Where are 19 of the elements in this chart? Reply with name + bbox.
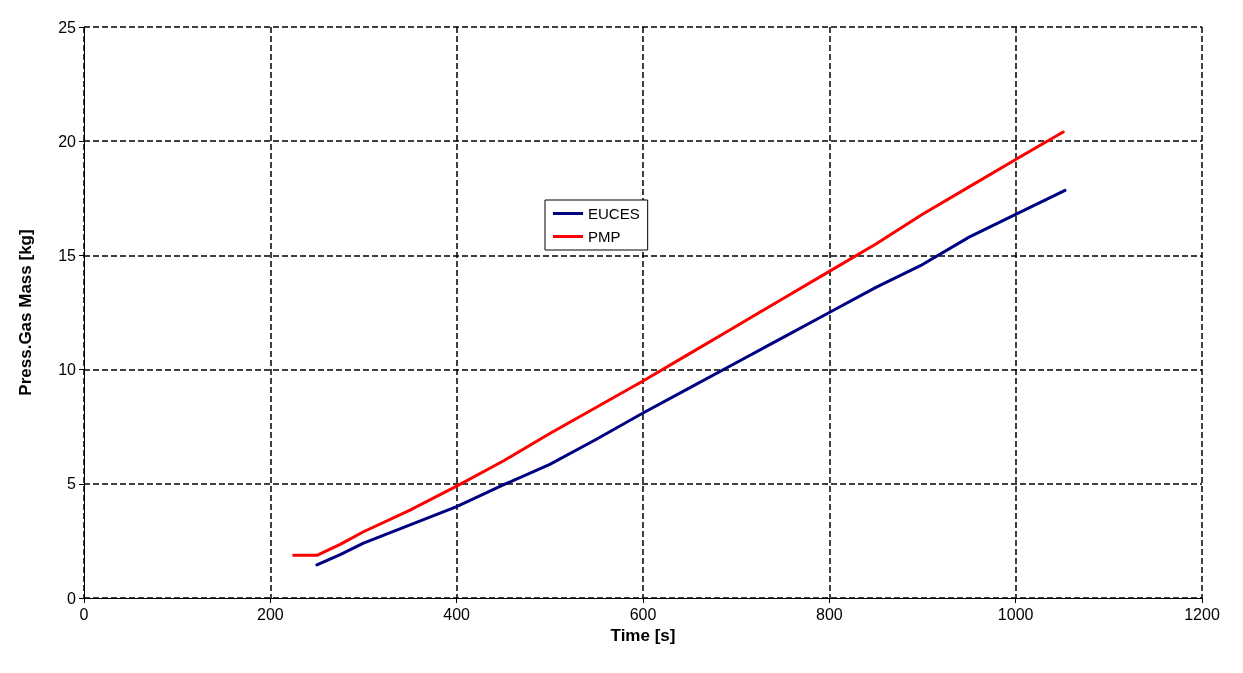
x-tick-label: 800 bbox=[815, 605, 843, 623]
y-tick-label: 25 bbox=[58, 18, 77, 36]
x-tick-label: 600 bbox=[629, 605, 657, 623]
x-tick-label: 1000 bbox=[997, 605, 1034, 623]
x-tick-label: 1200 bbox=[1184, 605, 1220, 623]
line-series bbox=[292, 130, 1065, 557]
y-tick-label: 0 bbox=[67, 589, 77, 607]
legend-label: EUCES bbox=[588, 205, 640, 222]
x-tick-label: 0 bbox=[79, 605, 89, 623]
y-axis-title: Press.Gas Mass [kg] bbox=[16, 229, 35, 396]
x-tick-label: 200 bbox=[256, 605, 284, 623]
y-tick-label: 5 bbox=[67, 475, 77, 493]
legend-label: PMP bbox=[588, 228, 621, 245]
line-series bbox=[315, 188, 1067, 567]
x-axis-title: Time [s] bbox=[610, 625, 676, 645]
x-tick-label: 400 bbox=[443, 605, 471, 623]
y-tick-label: 15 bbox=[58, 246, 77, 264]
y-tick-label: 20 bbox=[58, 132, 77, 150]
y-tick-label: 10 bbox=[58, 361, 77, 379]
